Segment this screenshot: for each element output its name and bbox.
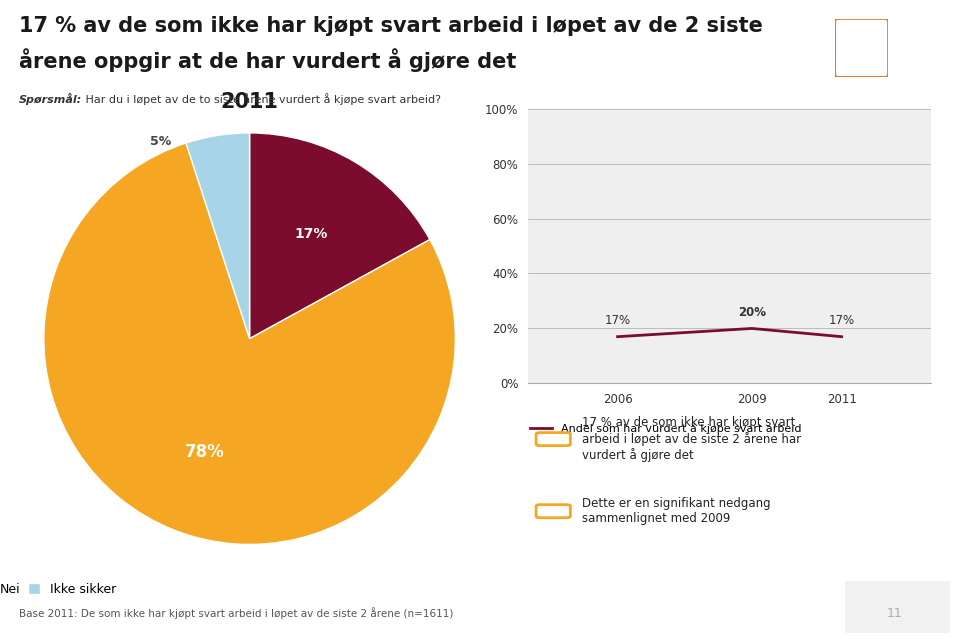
Text: Dette er en signifikant nedgang
sammenlignet med 2009: Dette er en signifikant nedgang sammenli… xyxy=(583,497,771,525)
Text: 5%: 5% xyxy=(150,135,171,148)
Text: 17%: 17% xyxy=(605,314,631,327)
Text: Spørsmål:: Spørsmål: xyxy=(19,93,83,105)
FancyBboxPatch shape xyxy=(833,17,890,79)
Text: 20%: 20% xyxy=(738,306,766,319)
Text: Har du i løpet av de to siste årene vurdert å kjøpe svart arbeid?: Har du i løpet av de to siste årene vurd… xyxy=(82,93,441,105)
Wedge shape xyxy=(44,143,455,544)
Text: 78%: 78% xyxy=(185,443,225,461)
Wedge shape xyxy=(250,133,430,339)
Text: 11: 11 xyxy=(887,607,902,620)
Wedge shape xyxy=(186,133,250,339)
FancyBboxPatch shape xyxy=(818,569,960,639)
Text: Base 2011: De som ikke har kjøpt svart arbeid i løpet av de siste 2 årene (n=161: Base 2011: De som ikke har kjøpt svart a… xyxy=(19,608,453,619)
FancyBboxPatch shape xyxy=(536,505,570,518)
Text: 17%: 17% xyxy=(295,227,328,241)
FancyBboxPatch shape xyxy=(536,433,570,445)
Legend: Ja, Nei, Ikke sikker: Ja, Nei, Ikke sikker xyxy=(0,578,121,601)
Text: årene oppgir at de har vurdert å gjøre det: årene oppgir at de har vurdert å gjøre d… xyxy=(19,48,516,72)
Text: 17 % av de som ikke har kjøpt svart
arbeid i løpet av de siste 2 årene har
vurde: 17 % av de som ikke har kjøpt svart arbe… xyxy=(583,417,802,462)
Text: 2011: 2011 xyxy=(221,92,278,112)
Legend: Andel som har vurdert å kjøpe svart arbeid: Andel som har vurdert å kjøpe svart arbe… xyxy=(525,417,806,438)
Text: 17%: 17% xyxy=(828,314,854,327)
Text: 17 % av de som ikke har kjøpt svart arbeid i løpet av de 2 siste: 17 % av de som ikke har kjøpt svart arbe… xyxy=(19,16,763,36)
